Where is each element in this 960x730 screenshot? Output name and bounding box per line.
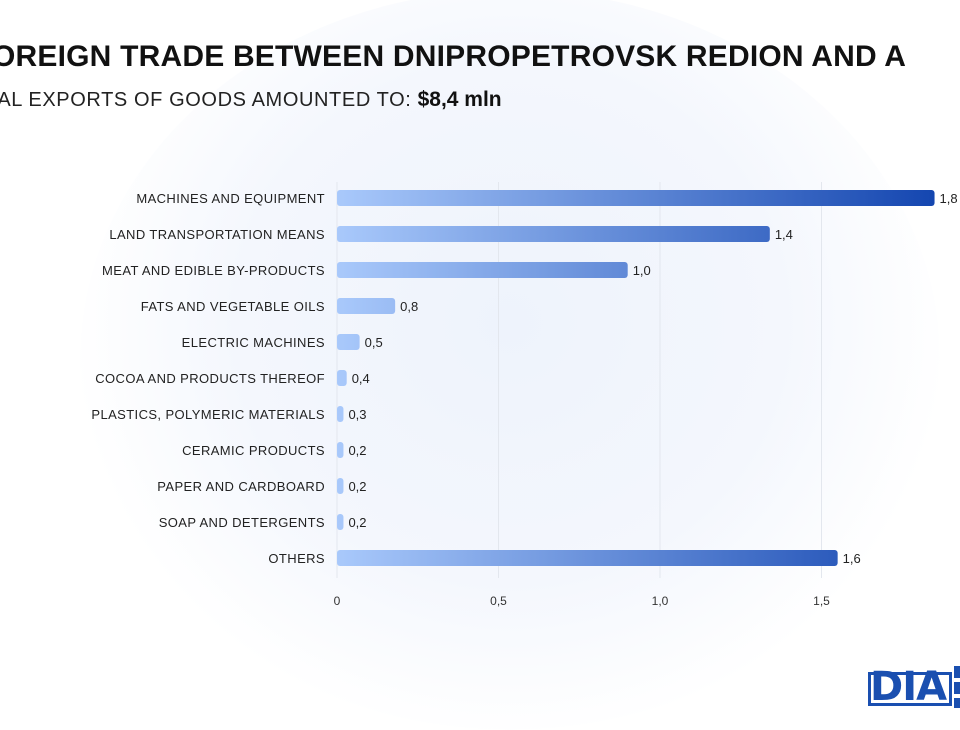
value-label: 0,2 — [348, 443, 366, 458]
logo-text: DIA — [870, 664, 947, 708]
bar — [337, 406, 344, 422]
chart-title: OREIGN TRADE BETWEEN DNIPROPETROVSK REDI… — [0, 40, 907, 73]
category-label: LAND TRANSPORTATION MEANS — [109, 227, 325, 242]
value-label: 0,2 — [348, 515, 366, 530]
category-label: PAPER AND CARDBOARD — [157, 479, 325, 494]
category-label: MEAT AND EDIBLE BY-PRODUCTS — [102, 263, 325, 278]
value-label: 0,8 — [400, 299, 418, 314]
bar — [337, 262, 628, 278]
category-label: FATS AND VEGETABLE OILS — [141, 299, 325, 314]
x-tick-label: 0,5 — [490, 594, 507, 608]
bar — [337, 550, 838, 566]
category-label: CERAMIC PRODUCTS — [182, 443, 325, 458]
bars — [337, 190, 935, 566]
value-label: 1,4 — [775, 227, 793, 242]
dia-logo-icon: DIA — [868, 664, 960, 708]
logo-frame — [868, 672, 952, 706]
value-label: 1,0 — [633, 263, 651, 278]
x-tick-label: 1,5 — [813, 594, 830, 608]
logo-bar-mid — [954, 682, 960, 694]
bar — [337, 334, 360, 350]
value-label: 0,3 — [348, 407, 366, 422]
logo-bar-top — [954, 666, 960, 678]
bar — [337, 514, 344, 530]
labels: 0 0,5 1,0 1,5 MACHINES AND EQUIPMENT 1,8 LAND … — [91, 191, 957, 608]
bar — [337, 298, 396, 314]
category-label: ELECTRIC MACHINES — [182, 335, 325, 350]
bar — [337, 370, 347, 386]
category-label: MACHINES AND EQUIPMENT — [136, 191, 325, 206]
category-label: COCOA AND PRODUCTS THEREOF — [95, 371, 325, 386]
value-label: 0,4 — [352, 371, 370, 386]
category-label: OTHERS — [268, 551, 325, 566]
category-label: PLASTICS, POLYMERIC MATERIALS — [91, 407, 325, 422]
bar — [337, 478, 344, 494]
chart-subtitle: TAL EXPORTS OF GOODS AMOUNTED TO: $8,4 m… — [0, 88, 502, 112]
x-tick-label: 1,0 — [652, 594, 669, 608]
value-label: 1,8 — [940, 191, 958, 206]
subtitle-prefix: TAL EXPORTS OF GOODS AMOUNTED TO: — [0, 89, 418, 111]
value-label: 0,2 — [348, 479, 366, 494]
bar — [337, 226, 770, 242]
bar — [337, 190, 935, 206]
category-label: SOAP AND DETERGENTS — [159, 515, 325, 530]
subtitle-amount: $8,4 mln — [417, 88, 502, 111]
value-label: 0,5 — [365, 335, 383, 350]
x-tick-label: 0 — [334, 594, 341, 608]
bar — [337, 442, 344, 458]
background-glow — [80, 0, 940, 730]
value-label: 1,6 — [843, 551, 861, 566]
logo-bar-bottom — [954, 698, 960, 708]
